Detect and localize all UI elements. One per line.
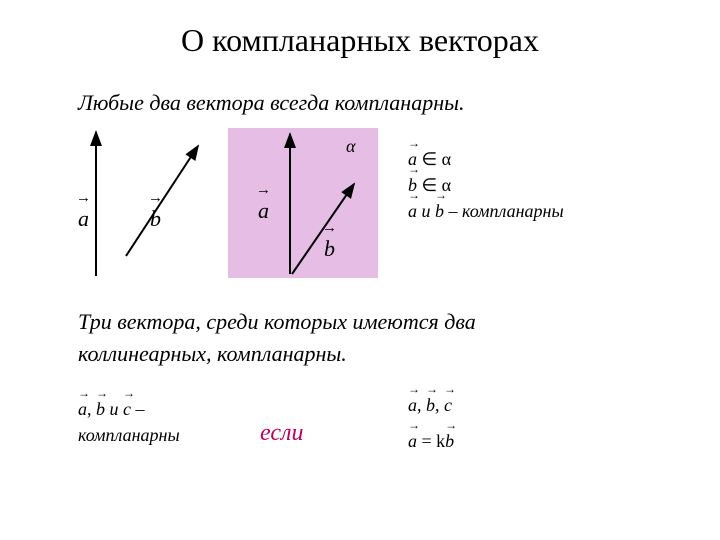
rb-mid: и xyxy=(417,201,435,221)
br-line2: a = kb xyxy=(408,432,454,458)
rb-a2: a xyxy=(408,202,417,221)
rb-rest1: ∈ α xyxy=(417,149,451,169)
right-line2: b ∈ α xyxy=(408,176,564,202)
rb-b2: b xyxy=(435,202,444,221)
right-math-block: a ∈ α b ∈ α a и b – компланарны xyxy=(408,150,564,228)
bl-b: b xyxy=(96,400,105,419)
diagram-mid-svg xyxy=(228,128,378,278)
rb-end: – компланарны xyxy=(444,201,564,221)
plane-label: α xyxy=(346,136,355,157)
bl-word: компланарны xyxy=(78,425,180,445)
vector-b2-label: b xyxy=(324,236,335,262)
br-b: b xyxy=(426,396,435,415)
statement-2: Три вектора, среди которых имеются два к… xyxy=(78,306,476,370)
page-title: О компланарных векторах xyxy=(0,22,720,59)
bottom-right-block: a, b, c a = kb xyxy=(408,396,454,458)
bottom-left-block: a, b и c – компланарны xyxy=(78,400,180,452)
bl-line2: компланарны xyxy=(78,426,180,452)
bl-mid: и xyxy=(105,399,123,419)
br-eqb: b xyxy=(445,432,454,451)
bl-a: a xyxy=(78,400,87,419)
diagram-left: → a → b xyxy=(78,128,218,278)
statement-2-line1: Три вектора, среди которых имеются два xyxy=(78,309,476,334)
vector-a2-label: a xyxy=(258,198,269,224)
bl-dash: – xyxy=(131,399,145,419)
vector-b-over: → xyxy=(148,190,163,207)
vector-a2-over: → xyxy=(256,182,271,199)
slide: О компланарных векторах Любые два вектор… xyxy=(0,0,720,540)
br-s2: , xyxy=(435,395,444,415)
statement-2-line2: коллинеарных, компланарны. xyxy=(78,341,347,366)
right-line1: a ∈ α xyxy=(408,150,564,176)
br-c: c xyxy=(444,396,452,415)
vector-a-over: → xyxy=(76,190,91,207)
vector-b-label: b xyxy=(150,206,161,232)
br-a: a xyxy=(408,396,417,415)
br-eqa: a xyxy=(408,432,417,451)
vector-b2-over: → xyxy=(322,220,337,237)
vector-a-label: a xyxy=(78,206,89,232)
esli-word: если xyxy=(260,420,303,447)
statement-1: Любые два вектора всегда компланарны. xyxy=(78,90,465,116)
bl-s1: , xyxy=(87,399,96,419)
bl-c: c xyxy=(123,400,131,419)
br-s1: , xyxy=(417,395,426,415)
right-line3: a и b – компланарны xyxy=(408,202,564,228)
br-eqmid: = k xyxy=(417,431,445,451)
diagram-mid: α → a → b xyxy=(228,128,378,278)
bl-line1: a, b и c – xyxy=(78,400,180,426)
